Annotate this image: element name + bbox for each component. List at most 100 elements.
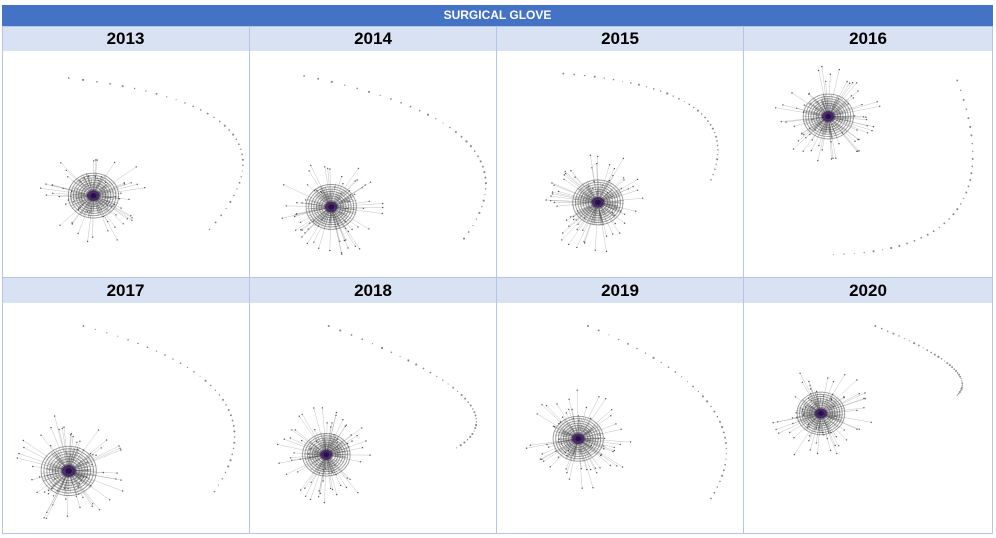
edge [329, 436, 335, 446]
isolated-node [892, 332, 895, 335]
isolated-node [660, 361, 662, 364]
edge [583, 439, 591, 441]
node [564, 170, 566, 173]
isolated-node [344, 84, 346, 86]
edge [822, 102, 826, 107]
node [347, 247, 349, 249]
node [600, 454, 602, 457]
edge [599, 185, 602, 194]
edge [595, 202, 599, 251]
edge [584, 429, 592, 434]
isolated-node [109, 82, 112, 85]
edge [94, 201, 99, 216]
isolated-node [853, 252, 855, 254]
node [318, 247, 320, 249]
isolated-node [327, 325, 330, 327]
isolated-node [484, 188, 487, 190]
node [568, 225, 570, 227]
edge [307, 211, 321, 217]
edge [70, 482, 72, 488]
edge [85, 172, 92, 191]
isolated-node [418, 109, 421, 112]
edge [810, 405, 817, 410]
edge [317, 210, 328, 218]
node [632, 185, 634, 188]
edge [585, 196, 593, 200]
edge [68, 448, 121, 472]
edge [567, 429, 575, 436]
isolated-node [954, 369, 958, 373]
edge [575, 427, 578, 434]
isolated-node [696, 109, 699, 112]
isolated-node [467, 231, 470, 233]
edge [554, 434, 573, 438]
node [314, 429, 316, 431]
edge [821, 103, 826, 112]
edge [331, 188, 334, 202]
network-panel-2014 [250, 51, 497, 278]
isolated-node [415, 363, 418, 366]
node [46, 511, 48, 514]
node [835, 436, 837, 438]
node [803, 133, 805, 136]
isolated-node [229, 200, 232, 203]
edge [583, 208, 594, 221]
edge [52, 471, 63, 472]
isolated-node [339, 329, 342, 332]
node [858, 393, 860, 395]
edge [559, 444, 572, 452]
year-header-2014: 2014 [250, 26, 497, 51]
edge [824, 400, 838, 411]
edge [336, 212, 347, 222]
node [122, 223, 124, 225]
node [285, 205, 287, 207]
edge [831, 101, 834, 107]
node [351, 440, 353, 442]
edge [568, 442, 576, 455]
node [356, 434, 358, 437]
edge [601, 192, 613, 200]
node [361, 427, 363, 429]
isolated-node [218, 120, 221, 123]
node [843, 429, 845, 431]
edge [328, 210, 331, 227]
edge [829, 126, 833, 139]
edge [829, 410, 841, 413]
edge [582, 425, 601, 437]
isolated-node [350, 334, 353, 336]
edge [92, 200, 94, 215]
isolated-node [474, 414, 477, 417]
edge [339, 213, 348, 220]
edge [336, 447, 347, 452]
edge [315, 194, 326, 202]
edge [609, 202, 624, 204]
node [844, 374, 846, 376]
edge [78, 199, 84, 202]
node [801, 132, 803, 134]
edge [311, 458, 321, 464]
edge [812, 405, 816, 409]
edge [598, 207, 600, 216]
node [136, 183, 138, 185]
isolated-node [390, 351, 393, 353]
edge [552, 191, 598, 203]
isolated-node [956, 394, 958, 396]
isolated-node [843, 253, 845, 255]
isolated-node [573, 73, 576, 76]
year-header-2016: 2016 [744, 26, 993, 51]
edge [80, 198, 90, 206]
edge [821, 397, 824, 409]
isolated-node [484, 182, 487, 185]
edge [814, 101, 827, 115]
cluster-core-center [328, 204, 335, 210]
edge [49, 473, 66, 484]
edge [782, 104, 829, 117]
edge [86, 173, 92, 187]
network-graph [277, 325, 478, 504]
node [851, 82, 854, 84]
edge [318, 461, 322, 465]
edge [103, 199, 119, 204]
isolated-node [913, 240, 916, 242]
isolated-node [399, 355, 401, 357]
edge [810, 416, 819, 428]
